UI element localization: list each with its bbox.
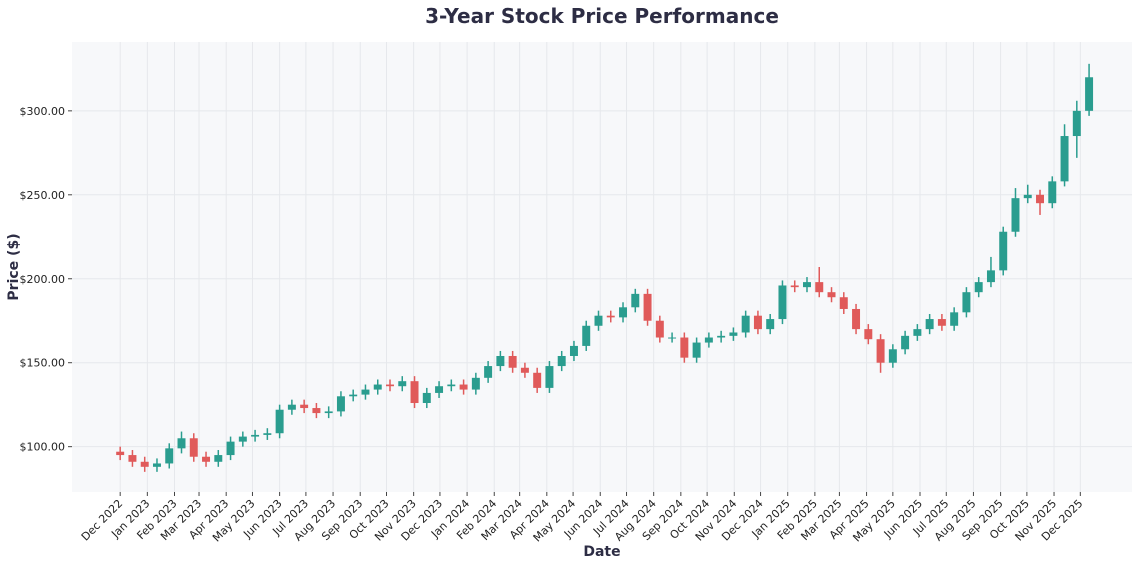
y-tick-label: $150.00 [20, 357, 66, 370]
candle-body [692, 342, 701, 358]
candle-body [668, 337, 677, 339]
plot-area [72, 42, 1132, 492]
y-tick-label: $200.00 [20, 273, 66, 286]
candle-body [1023, 194, 1032, 199]
candle-body [202, 456, 211, 462]
candle-body [520, 367, 529, 373]
candle-body [128, 455, 137, 462]
candle-body [324, 411, 333, 414]
candle-body [300, 404, 309, 409]
candle-body [986, 270, 995, 283]
candle-body [484, 366, 493, 378]
chart-title: 3-Year Stock Price Performance [425, 4, 779, 28]
candle-body [999, 231, 1008, 271]
candle-body [741, 315, 750, 333]
candle-body [815, 282, 824, 293]
candle-body [1011, 198, 1020, 232]
candle-body [766, 319, 775, 330]
candle-body [864, 329, 873, 340]
candle-body [214, 455, 223, 462]
x-axis-label: Date [583, 544, 620, 560]
candle-body [557, 355, 566, 367]
candle-body [373, 384, 382, 390]
candle-body [471, 377, 480, 390]
candle-body [778, 285, 787, 320]
candle-body [717, 335, 726, 338]
candle-body [852, 308, 861, 330]
candle-body [643, 293, 652, 321]
candle-body [251, 434, 260, 437]
candle-body [410, 381, 419, 404]
candle-body [704, 337, 713, 343]
candle-body [1060, 136, 1069, 182]
candle-body [459, 384, 468, 390]
y-axis-label: Price ($) [6, 233, 22, 300]
candle-body [619, 307, 628, 318]
y-tick-label: $250.00 [20, 189, 66, 202]
candle-body [631, 293, 640, 308]
candle-body [275, 409, 284, 434]
candle-body [913, 329, 922, 336]
candle-body [177, 438, 186, 449]
candle-body [950, 312, 959, 326]
candle-body [165, 448, 174, 464]
candle-body [422, 392, 431, 404]
candle-body [655, 320, 664, 338]
candle-body [287, 404, 296, 410]
candle-body [839, 297, 848, 309]
candle-body [606, 315, 615, 318]
y-tick-label: $300.00 [20, 105, 66, 118]
candle-body [226, 441, 235, 456]
candle-body [152, 463, 161, 467]
candle-body [1072, 110, 1081, 137]
candle-body [238, 436, 247, 442]
candle-body [496, 355, 505, 367]
candle-body [680, 337, 689, 358]
candle-body [1085, 77, 1094, 111]
candle-body [876, 339, 885, 363]
candle-body [974, 282, 983, 293]
candle-body [263, 433, 272, 435]
candle-body [508, 355, 517, 368]
candle-body [569, 345, 578, 356]
candle-body [545, 366, 554, 388]
candle-body [116, 451, 125, 456]
candle-body [361, 389, 370, 395]
candle-body [336, 396, 345, 412]
candle-body [1036, 194, 1045, 204]
candle-body [386, 384, 394, 387]
candle-body [790, 285, 799, 288]
candle-body [803, 282, 811, 288]
candle-body [189, 438, 198, 457]
candle-body [925, 319, 934, 330]
candle-body [827, 292, 836, 298]
candle-body [962, 292, 971, 313]
candle-body [435, 386, 444, 393]
candle-body [349, 394, 358, 397]
y-tick-label: $100.00 [20, 441, 66, 454]
candle-body [901, 335, 910, 350]
candle-body [937, 319, 946, 326]
candle-body [312, 408, 321, 414]
candle-body [140, 461, 149, 467]
candle-body [533, 372, 542, 388]
candle-body [398, 381, 407, 387]
candle-body [753, 315, 762, 330]
candle-body [1048, 181, 1057, 204]
candle-body [582, 325, 591, 346]
candle-body [447, 384, 456, 387]
candle-body [729, 332, 738, 336]
candle-body [888, 349, 897, 363]
candle-body [594, 315, 603, 326]
